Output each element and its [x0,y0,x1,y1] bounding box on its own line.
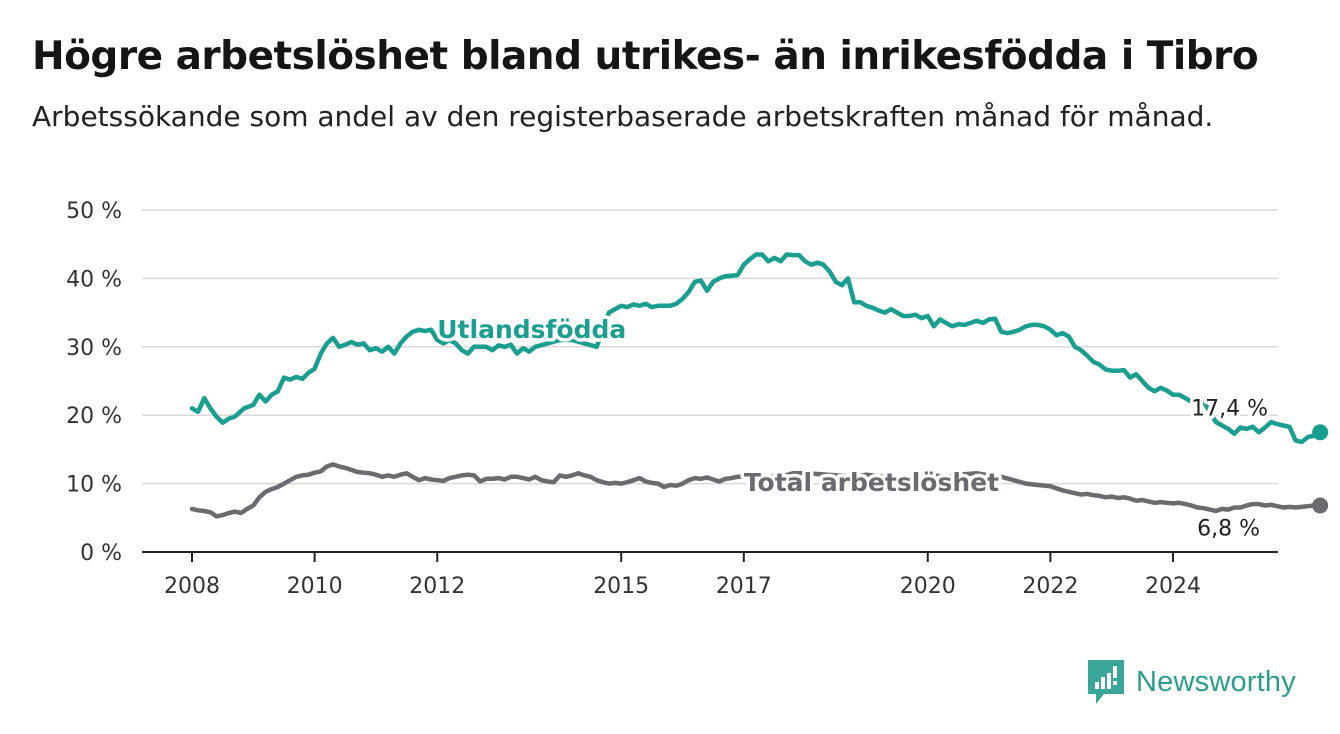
series-label-utlandsfodda-halo: Utlandsfödda [437,315,626,344]
chart-title: Högre arbetslöshet bland utrikes- än inr… [32,34,1259,79]
series-label-total-halo: Total arbetslöshet [744,468,999,497]
x-tick-label: 2024 [1145,574,1201,599]
series-line-total-arbetslöshet [189,462,1323,519]
x-tick-label: 2017 [716,574,772,599]
y-tick-label: 20 % [66,404,122,429]
brand-name: Newsworthy [1136,665,1296,698]
y-tick-label: 0 % [80,541,122,566]
y-tick-label: 10 % [66,473,122,498]
newsworthy-logo-icon [1088,660,1124,704]
end-value-total: 6,8 % [1197,516,1260,541]
series-end-point [1312,424,1329,441]
x-tick-label: 2015 [593,574,649,599]
y-tick-label: 30 % [66,336,122,361]
series-line-utlandsfödda [189,252,1323,445]
series-end-point [1312,497,1329,514]
y-tick-label: 50 % [66,199,122,224]
x-axis: 2008 2010 2012 2015 2017 2020 2022 2024 [142,551,1278,599]
x-tick-label: 2010 [287,574,343,599]
gridlines [142,209,1278,485]
series-label-total: Total arbetslöshet [744,468,999,497]
newsworthy-logo: Newsworthy [1088,660,1296,704]
end-value-utlandsfodda: 17,4 % [1191,396,1268,421]
y-tick-label: 40 % [66,267,122,292]
end-value-utlandsfodda-halo: 17,4 % [1191,396,1268,421]
series-lines [189,252,1329,519]
end-value-total-halo: 6,8 % [1197,516,1260,541]
x-tick-label: 2008 [164,574,220,599]
y-axis: 0 % 10 % 20 % 30 % 40 % 50 % [66,199,122,566]
x-tick-label: 2022 [1022,574,1078,599]
x-tick-label: 2020 [900,574,956,599]
chart-subtitle: Arbetssökande som andel av den registerb… [32,100,1214,133]
series-label-utlandsfodda: Utlandsfödda [437,315,626,344]
x-tick-label: 2012 [409,574,465,599]
